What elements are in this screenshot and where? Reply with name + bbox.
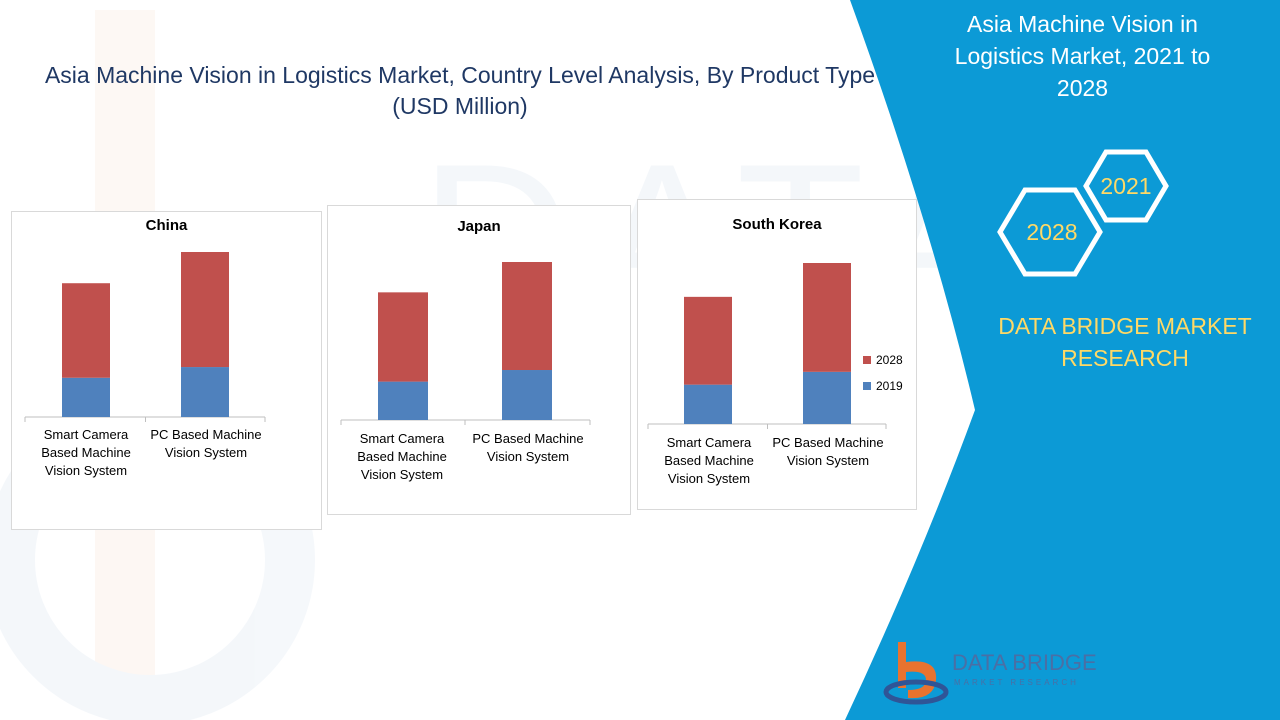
logo-name: DATA BRIDGE	[952, 650, 1097, 675]
legend-label: 2028	[876, 353, 903, 367]
bar-2019	[378, 381, 428, 420]
legend-item-2028: 2028	[863, 347, 903, 373]
legend-item-2019: 2019	[863, 373, 903, 399]
category-label: PC Based Machine Vision System	[772, 435, 884, 468]
legend-swatch	[863, 382, 871, 390]
logo-mark-icon	[883, 642, 949, 705]
bar-2028	[803, 263, 851, 372]
chart-panel-south-korea: South Korea Smart Camera Based Machine V…	[637, 199, 917, 510]
category-label: Smart Camera Based Machine Vision System	[357, 431, 447, 482]
chart-title: China	[145, 217, 188, 234]
legend-label: 2019	[876, 379, 903, 393]
chart-panel-japan: Japan Smart Camera Based Machine Vision …	[327, 205, 631, 515]
chart-svg	[647, 263, 887, 429]
category-label: Smart Camera Based Machine Vision System	[41, 427, 131, 478]
category-label: Smart Camera Based Machine Vision System	[664, 435, 754, 486]
hex-label-2028: 2028	[1026, 219, 1078, 245]
hexagon-2028	[997, 187, 1103, 277]
bar-2019	[803, 371, 851, 424]
category-label: PC Based Machine Vision System	[150, 427, 262, 460]
chart-svg	[340, 262, 591, 425]
sidebar-panel	[845, 0, 1280, 720]
bar-2019	[502, 370, 552, 420]
legend-swatch	[863, 356, 871, 364]
chart-legend: 2028 2019	[863, 347, 903, 399]
logo-subtitle: MARKET RESEARCH	[954, 678, 1079, 687]
data-bridge-logo: DATA BRIDGE MARKET RESEARCH	[880, 640, 1100, 710]
bar-2028	[502, 262, 552, 371]
bar-2019	[62, 377, 110, 417]
chart-panel-china: China Smart Camera Based Machine Vision …	[11, 211, 322, 530]
sidebar-title: Asia Machine Vision in Logistics Market,…	[954, 11, 1211, 101]
category-label: PC Based Machine Vision System	[472, 431, 584, 464]
page-title: Asia Machine Vision in Logistics Market,…	[44, 62, 876, 119]
bar-2028	[378, 292, 428, 382]
bar-2019	[684, 384, 732, 424]
bar-2028	[62, 283, 110, 378]
chart-svg	[24, 252, 266, 422]
bar-2028	[181, 252, 229, 368]
chart-title: Japan	[457, 218, 501, 235]
bar-2028	[684, 296, 732, 385]
bar-2019	[181, 367, 229, 417]
chart-title: South Korea	[732, 216, 822, 233]
hex-label-2021: 2021	[1100, 173, 1152, 199]
hexagon-2021	[1083, 149, 1169, 223]
brand-name: DATA BRIDGE MARKET RESEARCH	[998, 313, 1252, 371]
